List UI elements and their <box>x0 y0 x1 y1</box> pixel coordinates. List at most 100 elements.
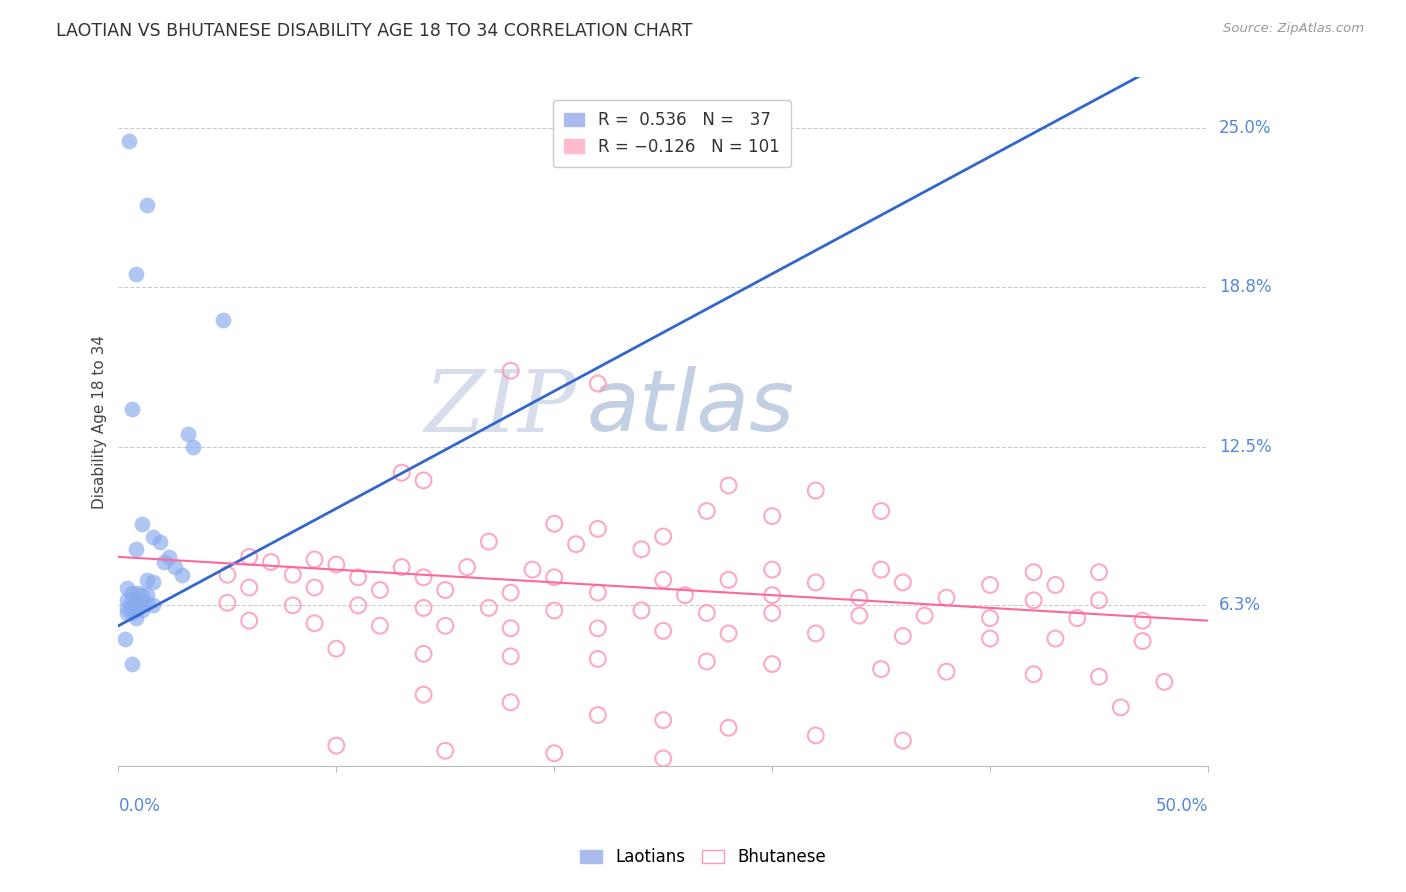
Point <box>131 588 153 602</box>
Point <box>696 655 718 669</box>
Point <box>177 427 200 442</box>
Point <box>115 601 138 615</box>
Point <box>586 708 609 723</box>
Point <box>181 440 204 454</box>
Point <box>652 529 675 543</box>
Point <box>1109 700 1132 714</box>
Point <box>260 555 283 569</box>
Point <box>412 570 434 584</box>
Text: 12.5%: 12.5% <box>1219 438 1271 456</box>
Point <box>115 593 138 607</box>
Point <box>142 529 165 543</box>
Point <box>125 611 148 625</box>
Point <box>979 578 1001 592</box>
Point <box>281 599 304 613</box>
Point <box>543 570 565 584</box>
Point <box>121 601 143 615</box>
Text: 50.0%: 50.0% <box>1156 797 1208 814</box>
Text: 25.0%: 25.0% <box>1219 120 1271 137</box>
Text: 18.8%: 18.8% <box>1219 277 1271 295</box>
Point <box>304 581 326 595</box>
Point <box>412 688 434 702</box>
Point <box>127 585 149 599</box>
Point <box>115 606 138 620</box>
Point <box>1045 632 1067 646</box>
Y-axis label: Disability Age 18 to 34: Disability Age 18 to 34 <box>93 334 107 508</box>
Point <box>499 695 522 709</box>
Point <box>281 567 304 582</box>
Point <box>935 665 957 679</box>
Point <box>761 563 783 577</box>
Point <box>121 606 143 620</box>
Point <box>347 599 370 613</box>
Point <box>478 534 501 549</box>
Point <box>114 632 136 646</box>
Point <box>870 504 893 518</box>
Point <box>157 549 180 564</box>
Text: LAOTIAN VS BHUTANESE DISABILITY AGE 18 TO 34 CORRELATION CHART: LAOTIAN VS BHUTANESE DISABILITY AGE 18 T… <box>56 22 693 40</box>
Point <box>121 593 143 607</box>
Point <box>717 626 740 640</box>
Point <box>135 588 157 602</box>
Point <box>522 563 544 577</box>
Point <box>1022 667 1045 681</box>
Point <box>543 603 565 617</box>
Point <box>118 134 141 148</box>
Point <box>804 626 827 640</box>
Point <box>673 588 696 602</box>
Point <box>499 364 522 378</box>
Text: atlas: atlas <box>586 367 794 450</box>
Point <box>717 573 740 587</box>
Point <box>347 570 370 584</box>
Point <box>652 624 675 638</box>
Point <box>391 466 413 480</box>
Point <box>586 376 609 391</box>
Point <box>434 583 457 598</box>
Point <box>238 581 260 595</box>
Point <box>121 585 143 599</box>
Point <box>121 402 143 417</box>
Point <box>586 621 609 635</box>
Point <box>125 593 148 607</box>
Point <box>1088 593 1111 607</box>
Point <box>238 549 260 564</box>
Point <box>499 649 522 664</box>
Point <box>135 573 157 587</box>
Point <box>304 552 326 566</box>
Point <box>478 601 501 615</box>
Point <box>129 596 152 610</box>
Point <box>217 596 239 610</box>
Point <box>914 608 936 623</box>
Point <box>135 596 157 610</box>
Point <box>391 560 413 574</box>
Point <box>848 591 870 605</box>
Point <box>325 739 347 753</box>
Point <box>1022 593 1045 607</box>
Legend: R =  0.536   N =   37, R = −0.126   N = 101: R = 0.536 N = 37, R = −0.126 N = 101 <box>553 100 792 167</box>
Point <box>652 751 675 765</box>
Point <box>1153 674 1175 689</box>
Point <box>565 537 588 551</box>
Point <box>1045 578 1067 592</box>
Point <box>217 567 239 582</box>
Point <box>131 516 153 531</box>
Text: Source: ZipAtlas.com: Source: ZipAtlas.com <box>1223 22 1364 36</box>
Point <box>1066 611 1088 625</box>
Point <box>153 555 176 569</box>
Point <box>165 560 187 574</box>
Point <box>1132 634 1154 648</box>
Point <box>804 483 827 498</box>
Point <box>870 563 893 577</box>
Point <box>212 312 235 326</box>
Point <box>135 198 157 212</box>
Point <box>696 606 718 620</box>
Point <box>368 583 391 598</box>
Point <box>652 713 675 727</box>
Point <box>412 601 434 615</box>
Text: 0.0%: 0.0% <box>118 797 160 814</box>
Point <box>652 573 675 587</box>
Point <box>412 474 434 488</box>
Point <box>1132 614 1154 628</box>
Point <box>142 599 165 613</box>
Point <box>325 558 347 572</box>
